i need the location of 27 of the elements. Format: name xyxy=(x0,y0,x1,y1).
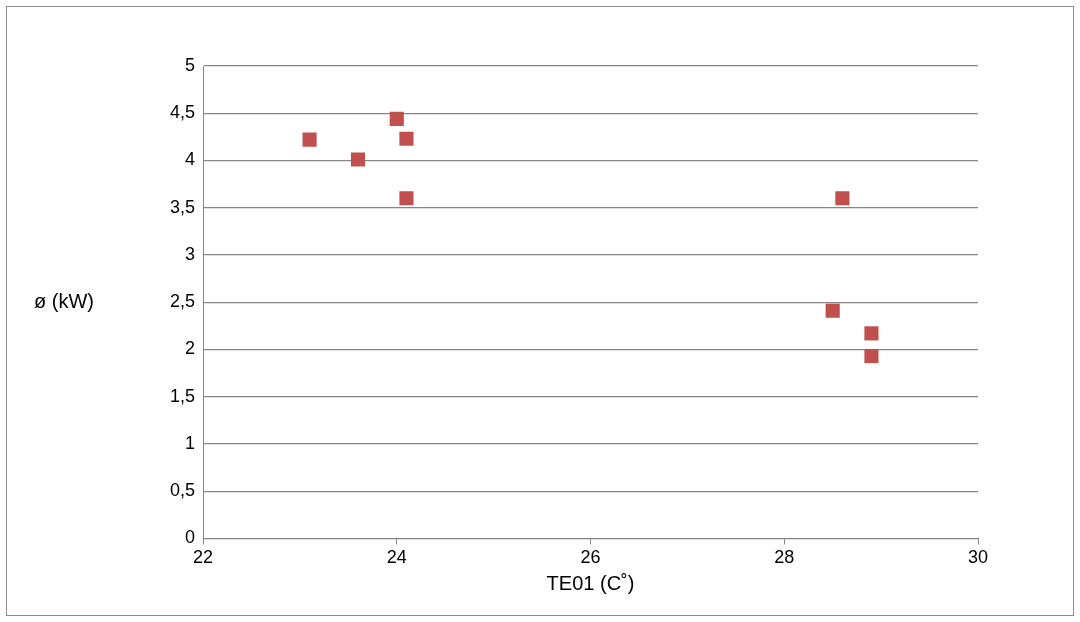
y-tick-label: 5 xyxy=(185,54,196,75)
y-tick-label: 1,5 xyxy=(169,385,196,406)
x-axis-title: TE01 (C˚) xyxy=(546,571,635,594)
y-tick-label: 0,5 xyxy=(169,480,196,501)
y-tick-label: 2 xyxy=(185,338,196,359)
point xyxy=(302,132,317,147)
y-tick-label: 0 xyxy=(185,527,196,548)
point xyxy=(399,131,414,146)
point xyxy=(399,191,414,206)
point xyxy=(825,303,840,318)
x-tick-label: 22 xyxy=(193,547,214,568)
y-tick-label: 3 xyxy=(185,243,196,264)
y-axis-title: ø (kW) xyxy=(34,289,94,312)
x-tick-label: 30 xyxy=(967,547,989,568)
x-tick-label: 24 xyxy=(386,547,407,568)
x-tick-label: 28 xyxy=(774,547,795,568)
y-tick-label: 3,5 xyxy=(169,196,196,217)
y-tick-label: 1 xyxy=(185,432,196,453)
point xyxy=(350,152,366,167)
y-tick-label: 4,5 xyxy=(169,102,196,123)
y-tick-label: 4 xyxy=(185,149,196,170)
point xyxy=(389,111,404,126)
x-tick-label: 26 xyxy=(580,547,601,568)
point xyxy=(864,348,879,364)
y-tick-label: 2,5 xyxy=(169,291,196,312)
point xyxy=(835,191,850,206)
point xyxy=(864,326,879,341)
